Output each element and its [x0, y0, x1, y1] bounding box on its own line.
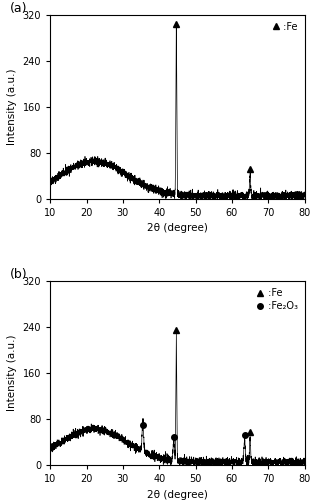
- Legend:  :Fe: :Fe: [272, 20, 300, 34]
- Text: (b): (b): [9, 268, 27, 281]
- Y-axis label: Intensity (a.u.): Intensity (a.u.): [7, 68, 17, 145]
- Legend:  :Fe,  :Fe₂O₃: :Fe, :Fe₂O₃: [256, 286, 300, 313]
- X-axis label: 2θ (degree): 2θ (degree): [147, 490, 208, 500]
- X-axis label: 2θ (degree): 2θ (degree): [147, 224, 208, 234]
- Y-axis label: Intensity (a.u.): Intensity (a.u.): [7, 335, 17, 411]
- Text: (a): (a): [9, 2, 27, 15]
